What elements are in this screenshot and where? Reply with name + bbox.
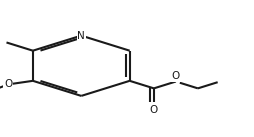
Text: O: O [150, 105, 158, 115]
Text: O: O [172, 71, 180, 81]
Text: N: N [77, 31, 85, 41]
Text: O: O [4, 79, 12, 89]
